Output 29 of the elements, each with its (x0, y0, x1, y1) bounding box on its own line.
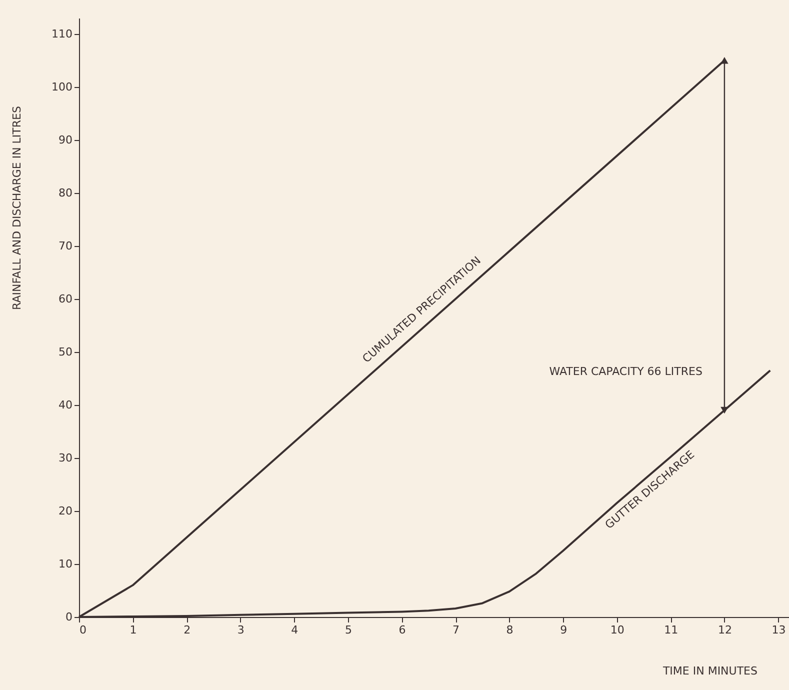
x-tick-label: 4 (291, 624, 298, 636)
x-axis-title: TIME IN MINUTES (662, 664, 758, 678)
x-tick-label: 7 (452, 624, 460, 636)
x-tick-label: 2 (184, 624, 191, 636)
y-tick-label: 50 (58, 345, 72, 358)
x-tick-label: 10 (610, 624, 624, 636)
x-tick-label: 8 (506, 624, 514, 636)
y-tick-label: 30 (58, 451, 72, 464)
annotation: WATER CAPACITY 66 LITRES (549, 364, 702, 378)
y-tick-label: 10 (58, 557, 72, 570)
x-tick-label: 9 (560, 624, 568, 636)
x-tick-label: 1 (130, 624, 137, 636)
y-tick-label: 80 (58, 186, 72, 200)
y-tick-label: 40 (58, 398, 72, 412)
y-tick-label: 100 (52, 80, 72, 94)
x-tick-label: 11 (664, 624, 678, 636)
x-tick-label: 3 (237, 624, 244, 636)
x-tick-label: 5 (344, 624, 352, 636)
x-tick-label: 6 (398, 624, 406, 636)
y-tick-label: 20 (58, 504, 72, 518)
x-tick-label: 13 (772, 624, 786, 636)
y-tick-label: 60 (58, 292, 72, 306)
y-tick-label: 110 (52, 27, 72, 40)
y-tick-label: 70 (58, 239, 72, 252)
y-axis-title: RAINFALL AND DISCHARGE IN LITRES (10, 106, 24, 310)
y-tick-label: 0 (66, 610, 72, 624)
y-tick-label: 90 (58, 133, 72, 146)
x-tick-label: 12 (718, 624, 732, 636)
x-tick-label: 0 (80, 624, 86, 636)
